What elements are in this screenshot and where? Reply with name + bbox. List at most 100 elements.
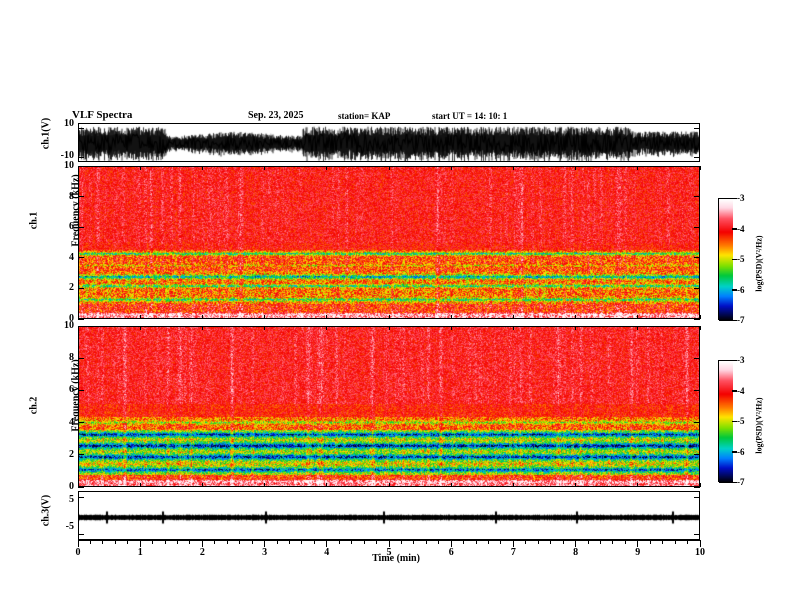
- x-axis-major-tick: [201, 540, 203, 547]
- colorbar-tick-mark: [732, 359, 737, 361]
- ch1-waveform-panel: [78, 123, 700, 162]
- x-axis-minor-tick: [525, 540, 527, 544]
- colorbar-tick-mark: [732, 420, 737, 422]
- frequency-tick-mark: [694, 486, 700, 488]
- x-axis-major-tick: [77, 540, 79, 547]
- frequency-tick-mark: [78, 226, 84, 228]
- panel-x-tick: [201, 483, 203, 487]
- x-axis-minor-tick: [239, 540, 241, 544]
- panel-x-tick: [637, 315, 639, 319]
- colorbar-tick-label: -5: [737, 254, 745, 264]
- x-axis-minor-tick: [338, 540, 340, 544]
- x-axis-minor-tick: [537, 540, 539, 544]
- frequency-tick-mark: [78, 389, 84, 391]
- panel-x-tick: [264, 315, 266, 319]
- panel-x-tick: [450, 326, 452, 330]
- colorbar-tick-mark: [732, 390, 737, 392]
- frequency-tick-label: 6: [69, 221, 74, 233]
- frequency-tick-mark: [78, 357, 84, 359]
- panel-x-tick: [77, 166, 79, 170]
- frequency-tick-mark: [78, 165, 84, 167]
- frequency-tick-mark: [78, 325, 84, 327]
- frequency-tick-mark: [694, 165, 700, 167]
- voltage-tick-mark: [694, 497, 700, 499]
- panel-x-tick: [512, 326, 514, 330]
- x-axis-minor-tick: [351, 540, 353, 544]
- x-axis-minor-tick: [276, 540, 278, 544]
- frequency-tick-mark: [78, 422, 84, 424]
- colorbar-ch2-gradient: [719, 361, 733, 483]
- panel-x-tick: [512, 483, 514, 487]
- x-axis-tick-label: 8: [573, 547, 579, 558]
- panel-x-tick: [450, 315, 452, 319]
- x-axis-minor-tick: [251, 540, 253, 544]
- panel-x-tick: [388, 326, 390, 330]
- header-station: station= KAP: [338, 111, 391, 121]
- frequency-tick-mark: [78, 318, 84, 320]
- x-axis-minor-tick: [89, 540, 91, 544]
- voltage-tick-mark: [694, 128, 700, 130]
- frequency-tick-label: 2: [69, 448, 74, 460]
- colorbar-tick-label: -4: [737, 385, 745, 396]
- panel-x-tick: [637, 166, 639, 170]
- x-axis-minor-tick: [214, 540, 216, 544]
- x-axis-tick-label: 1: [137, 547, 143, 558]
- colorbar-tick-mark: [732, 451, 737, 453]
- x-axis-minor-tick: [301, 540, 303, 544]
- panel-x-tick: [699, 166, 701, 170]
- frequency-tick-label: 2: [69, 282, 74, 294]
- header-date: Sep. 23, 2025: [248, 110, 304, 121]
- ch3-waveform-trace: [79, 492, 699, 539]
- colorbar-tick-mark: [732, 481, 737, 483]
- x-axis-tick-label: 2: [199, 547, 205, 558]
- panel-x-tick: [699, 483, 701, 487]
- x-axis-minor-tick: [624, 540, 626, 544]
- x-axis-minor-tick: [127, 540, 129, 544]
- frequency-tick-mark: [78, 287, 84, 289]
- panel-x-tick: [264, 483, 266, 487]
- panel-x-tick: [139, 315, 141, 319]
- x-axis-major-tick: [388, 540, 390, 547]
- x-axis-minor-tick: [599, 540, 601, 544]
- frequency-tick-mark: [694, 318, 700, 320]
- x-axis-minor-tick: [500, 540, 502, 544]
- panel-x-tick: [575, 326, 577, 330]
- x-axis-minor-tick: [612, 540, 614, 544]
- frequency-tick-label: 10: [64, 160, 74, 171]
- voltage-tick-mark: [78, 156, 84, 158]
- colorbar-ch2-label: log(PSD)(V²/Hz): [754, 397, 764, 454]
- voltage-tick-mark: [78, 497, 84, 499]
- x-axis-minor-tick: [363, 540, 365, 544]
- panel-x-tick: [637, 483, 639, 487]
- x-axis-minor-tick: [438, 540, 440, 544]
- x-axis-minor-tick: [475, 540, 477, 544]
- ch1-waveform-trace: [79, 124, 699, 161]
- x-axis-minor-tick: [587, 540, 589, 544]
- x-axis-minor-tick: [550, 540, 552, 544]
- panel-x-tick: [77, 326, 79, 330]
- frequency-tick-label: 0: [69, 481, 74, 492]
- voltage-tick-mark: [694, 156, 700, 158]
- ch1-wave-tick-top: 10: [64, 118, 74, 129]
- x-axis-major-tick: [450, 540, 452, 547]
- frequency-tick-label: 10: [64, 320, 74, 331]
- panel-x-tick: [388, 166, 390, 170]
- panel-x-tick: [201, 166, 203, 170]
- panel-x-tick: [575, 166, 577, 170]
- panel-x-tick: [201, 326, 203, 330]
- frequency-tick-label: 0: [69, 313, 74, 324]
- frequency-tick-mark: [694, 257, 700, 259]
- frequency-tick-mark: [694, 357, 700, 359]
- x-axis-minor-tick: [488, 540, 490, 544]
- colorbar-tick-label: -6: [737, 446, 745, 457]
- x-axis-minor-tick: [189, 540, 191, 544]
- x-axis-minor-tick: [288, 540, 290, 544]
- x-axis-major-tick: [139, 540, 141, 547]
- x-axis-minor-tick: [152, 540, 154, 544]
- x-axis-tick-label: 9: [635, 547, 641, 558]
- panel-x-tick: [139, 166, 141, 170]
- header-start-ut: start UT = 14: 10: 1: [432, 111, 508, 121]
- ch1-wave-tick-bottom: -10: [60, 150, 74, 161]
- panel-x-tick: [699, 315, 701, 319]
- x-axis-major-tick: [575, 540, 577, 547]
